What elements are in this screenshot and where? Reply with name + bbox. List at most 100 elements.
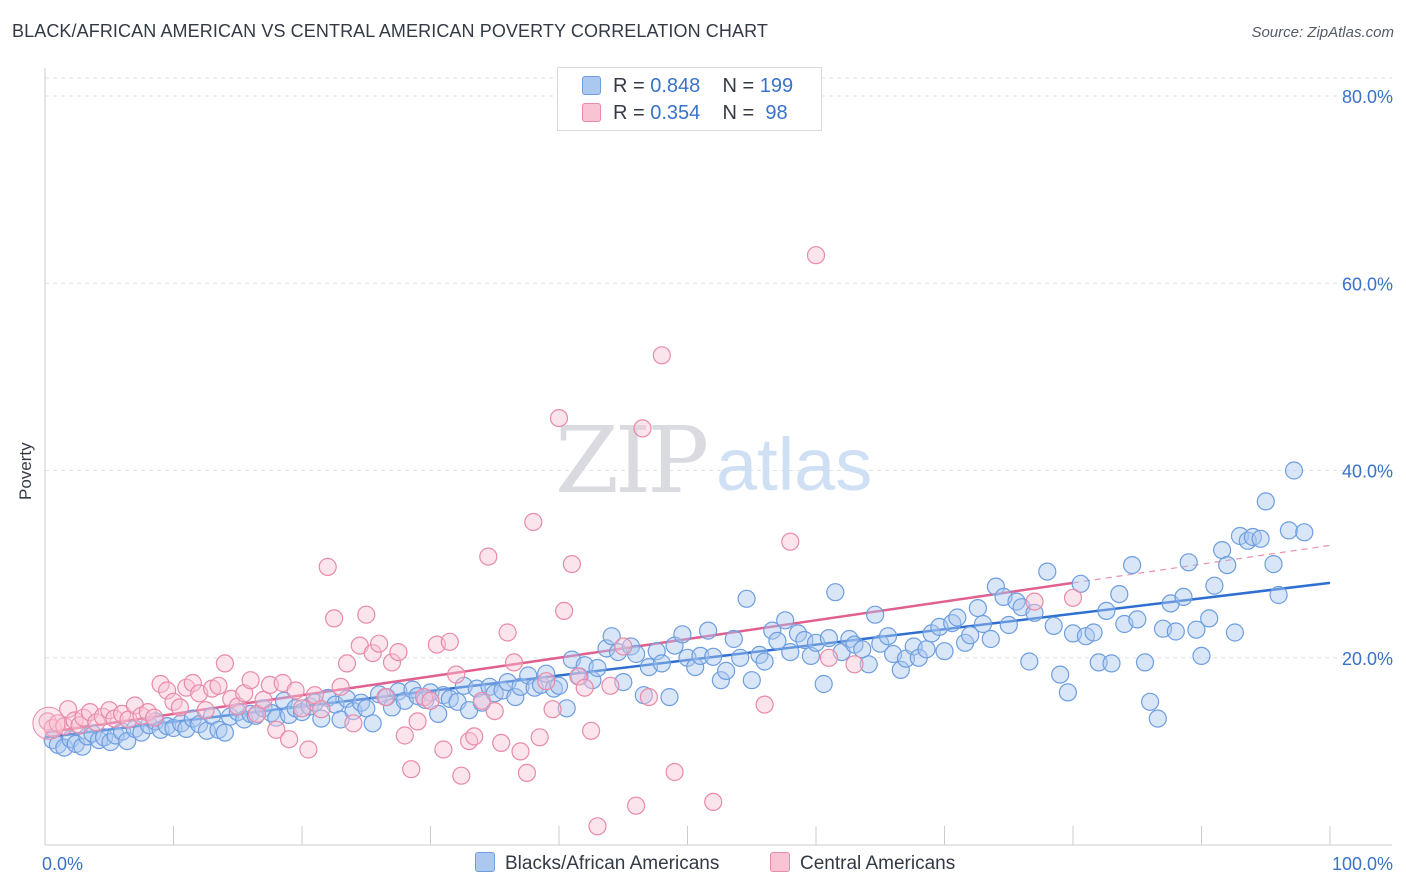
point-blacks	[1044, 616, 1063, 636]
point-central	[170, 698, 189, 717]
point-blacks	[1251, 529, 1270, 548]
y-tick-label: 80.0%	[1342, 87, 1393, 107]
tick-labels: 20.0% 40.0% 60.0% 80.0% 0.0% 100.0%	[42, 87, 1393, 874]
point-blacks	[871, 634, 890, 653]
point-blacks	[1007, 592, 1026, 611]
legend-item-central[interactable]: Central Americans	[770, 852, 955, 875]
point-central	[325, 609, 344, 628]
point-blacks	[1058, 683, 1078, 702]
point-blacks	[660, 687, 679, 707]
watermark-zip: ZIP	[555, 407, 706, 514]
point-blacks	[961, 626, 980, 645]
point-blacks	[1020, 652, 1039, 671]
point-blacks	[691, 646, 710, 666]
point-central	[363, 643, 382, 663]
point-central	[183, 673, 202, 693]
point-central	[228, 697, 247, 716]
point-blacks	[89, 730, 109, 750]
point-central	[395, 726, 414, 745]
legend-swatch-blacks	[475, 852, 495, 872]
legend-row-blacks: R = 0.848 N = 199	[582, 75, 793, 99]
point-central	[299, 740, 318, 759]
point-blacks	[1038, 562, 1057, 581]
point-central	[235, 684, 254, 703]
point-blacks	[935, 642, 954, 661]
n-value: 98	[759, 102, 788, 124]
point-blacks	[776, 611, 795, 630]
point-central	[485, 701, 504, 721]
point-blacks	[312, 709, 331, 728]
point-blacks	[704, 647, 723, 666]
legend-item-blacks[interactable]: Blacks/African Americans	[475, 852, 719, 875]
point-central	[331, 677, 350, 696]
point-central	[389, 642, 408, 662]
point-blacks	[1218, 555, 1237, 575]
legend-label-blacks: Blacks/African Americans	[505, 853, 720, 874]
point-blacks	[755, 652, 774, 671]
series-blacks-points	[43, 461, 1314, 757]
point-central	[479, 547, 498, 566]
n-label: N =	[722, 75, 760, 97]
point-blacks	[1148, 709, 1167, 728]
point-blacks	[83, 724, 102, 743]
point-central	[562, 554, 582, 574]
point-central	[376, 687, 395, 707]
point-central	[530, 728, 549, 747]
r-value: 0.848	[650, 75, 701, 97]
point-blacks	[1110, 584, 1129, 604]
point-central	[267, 720, 286, 739]
point-central	[402, 760, 421, 779]
point-blacks	[948, 608, 967, 627]
series-central-points	[32, 246, 1083, 836]
point-blacks	[731, 648, 750, 667]
point-blacks	[1102, 654, 1121, 673]
point-blacks	[544, 679, 564, 698]
point-blacks	[357, 699, 376, 718]
point-central	[1025, 592, 1044, 611]
point-central	[845, 655, 864, 674]
r-value: 0.354	[650, 102, 701, 124]
point-blacks	[878, 627, 898, 646]
point-central	[280, 730, 299, 749]
point-central	[665, 762, 684, 782]
point-blacks	[1256, 492, 1275, 511]
point-central	[588, 817, 607, 836]
point-central	[614, 637, 633, 656]
point-blacks	[652, 654, 671, 673]
point-blacks	[724, 629, 743, 649]
point-blacks	[1284, 461, 1304, 480]
point-blacks	[981, 629, 1000, 649]
point-central	[447, 665, 466, 684]
point-central	[639, 687, 659, 707]
point-blacks	[588, 658, 607, 678]
point-blacks	[1295, 523, 1314, 542]
point-blacks	[1084, 623, 1103, 642]
point-blacks	[1089, 653, 1108, 672]
watermark: ZIP atlas	[555, 407, 872, 514]
point-central	[58, 700, 78, 719]
source-label: Source: ZipAtlas.com	[1251, 24, 1394, 41]
point-blacks	[1200, 609, 1219, 628]
trend-extension-1	[1072, 544, 1331, 584]
point-blacks	[999, 615, 1018, 635]
point-blacks	[1205, 576, 1224, 595]
point-blacks	[698, 621, 718, 640]
point-central	[498, 623, 517, 642]
point-blacks	[602, 627, 621, 646]
point-blacks	[158, 716, 177, 736]
point-blacks	[711, 671, 731, 690]
point-central	[344, 714, 363, 733]
point-central	[357, 605, 376, 624]
point-blacks	[673, 625, 692, 644]
point-central	[337, 654, 357, 673]
point-central	[549, 409, 569, 428]
y-tick-label: 40.0%	[1342, 462, 1393, 482]
point-central	[781, 532, 800, 551]
x-tick-label-max: 100.0%	[1332, 854, 1393, 874]
point-central-cluster	[32, 706, 66, 740]
point-central	[382, 653, 402, 672]
point-central	[93, 707, 112, 726]
point-blacks	[1071, 574, 1090, 593]
legend-label-central: Central Americans	[800, 853, 956, 874]
point-blacks	[917, 640, 936, 659]
